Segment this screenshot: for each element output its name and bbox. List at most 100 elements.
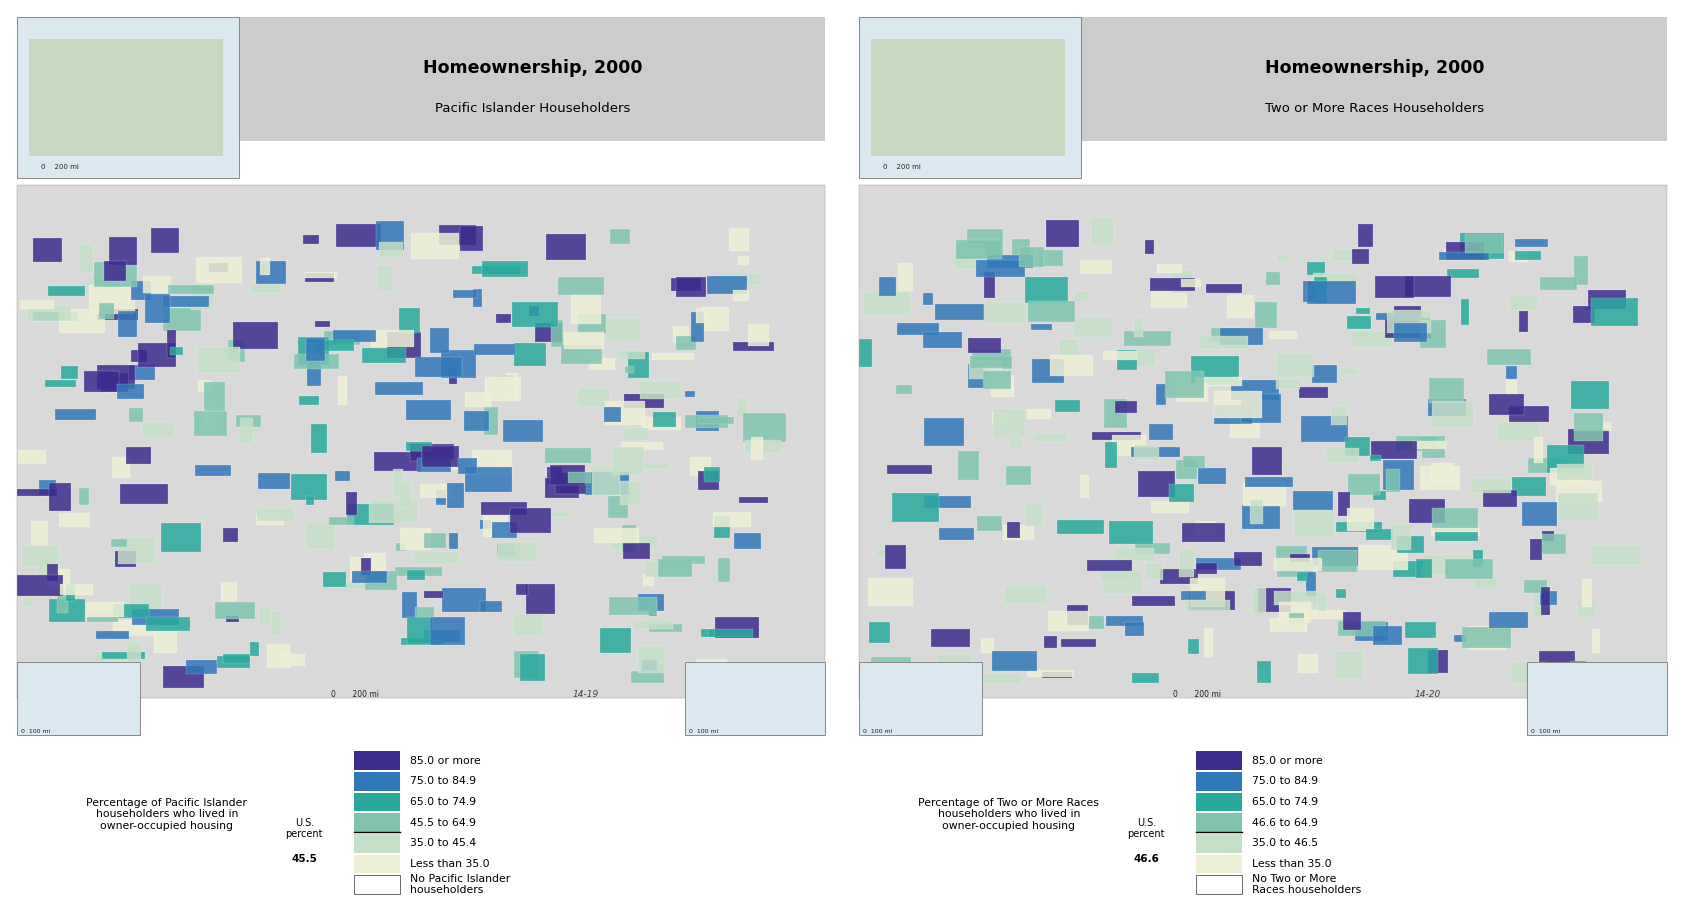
Bar (236, 415, 261, 427)
Bar (871, 656, 911, 665)
Bar (690, 457, 711, 476)
Bar (640, 381, 682, 399)
Text: Homeownership, 2000: Homeownership, 2000 (423, 59, 642, 77)
Bar (977, 260, 1026, 278)
Bar (1005, 467, 1031, 485)
Bar (1133, 317, 1143, 337)
Bar (546, 479, 579, 498)
Bar (480, 601, 502, 611)
Bar (1482, 491, 1517, 507)
Bar (54, 408, 96, 420)
Bar (1372, 491, 1386, 501)
Bar (138, 344, 175, 367)
Bar (402, 592, 418, 618)
Bar (632, 671, 663, 683)
Bar (589, 358, 615, 371)
Bar (1396, 537, 1423, 553)
Bar (86, 602, 125, 617)
Text: Homeownership, 2000: Homeownership, 2000 (1265, 59, 1484, 77)
Bar (453, 290, 477, 298)
Bar (204, 383, 226, 411)
Bar (987, 255, 1032, 268)
Bar (884, 545, 906, 569)
Text: 46.6 to 64.9: 46.6 to 64.9 (1253, 818, 1319, 828)
Bar (869, 621, 891, 643)
Bar (534, 323, 562, 342)
Bar (352, 571, 387, 584)
Bar (672, 326, 689, 343)
Bar (101, 652, 145, 658)
Bar (89, 285, 135, 313)
Bar (1359, 545, 1408, 570)
Bar (1371, 441, 1416, 459)
Bar (1276, 255, 1288, 262)
Bar (411, 233, 458, 259)
Bar (1132, 673, 1159, 683)
Bar (17, 17, 239, 178)
Bar (970, 356, 1012, 368)
Bar (17, 450, 45, 464)
Bar (1199, 336, 1248, 349)
Bar (1576, 598, 1596, 617)
Bar (429, 328, 448, 353)
Bar (118, 537, 155, 564)
Bar (662, 556, 706, 564)
Bar (323, 331, 360, 345)
Bar (1115, 548, 1154, 561)
Bar (1394, 324, 1426, 342)
Bar (1339, 621, 1386, 636)
Bar (695, 309, 706, 323)
Text: U.S.
percent: U.S. percent (1128, 818, 1165, 839)
Bar (514, 651, 539, 678)
Bar (1423, 555, 1472, 568)
Bar (886, 465, 931, 474)
Bar (130, 408, 143, 422)
Bar (202, 407, 216, 427)
Bar (690, 313, 704, 341)
Bar (1211, 327, 1241, 341)
Text: Pacific Islander Householders: Pacific Islander Householders (434, 101, 630, 114)
Bar (101, 372, 128, 392)
Bar (1447, 242, 1484, 260)
Bar (1165, 372, 1204, 398)
Bar (1505, 366, 1517, 379)
Bar (1531, 539, 1543, 560)
Bar (1349, 475, 1379, 494)
Bar (99, 302, 115, 319)
Bar (440, 225, 477, 245)
Bar (983, 361, 1002, 369)
Bar (20, 664, 69, 683)
Bar (281, 654, 305, 667)
Bar (448, 534, 458, 550)
Bar (958, 451, 978, 480)
Bar (131, 281, 152, 300)
Bar (1374, 277, 1415, 298)
Bar (1489, 394, 1524, 415)
Bar (1172, 270, 1192, 292)
Bar (1386, 311, 1431, 333)
Bar (1196, 562, 1216, 574)
Bar (1522, 502, 1558, 526)
Bar (394, 469, 402, 497)
Bar (414, 357, 463, 377)
Bar (241, 418, 253, 443)
Bar (1556, 464, 1591, 480)
Bar (39, 559, 52, 584)
Bar (1180, 591, 1206, 600)
Bar (473, 344, 515, 355)
Bar (1196, 875, 1243, 894)
Bar (992, 412, 1007, 424)
Bar (94, 262, 138, 287)
Bar (603, 407, 621, 422)
Bar (441, 588, 485, 612)
Bar (1445, 560, 1492, 579)
Bar (1431, 508, 1479, 531)
Text: 0    200 mi: 0 200 mi (42, 164, 79, 170)
Bar (305, 273, 333, 281)
Bar (312, 424, 327, 453)
Bar (17, 662, 140, 735)
Text: 65.0 to 74.9: 65.0 to 74.9 (411, 797, 477, 807)
Bar (1184, 600, 1231, 612)
Bar (408, 617, 431, 644)
Bar (1058, 520, 1105, 535)
